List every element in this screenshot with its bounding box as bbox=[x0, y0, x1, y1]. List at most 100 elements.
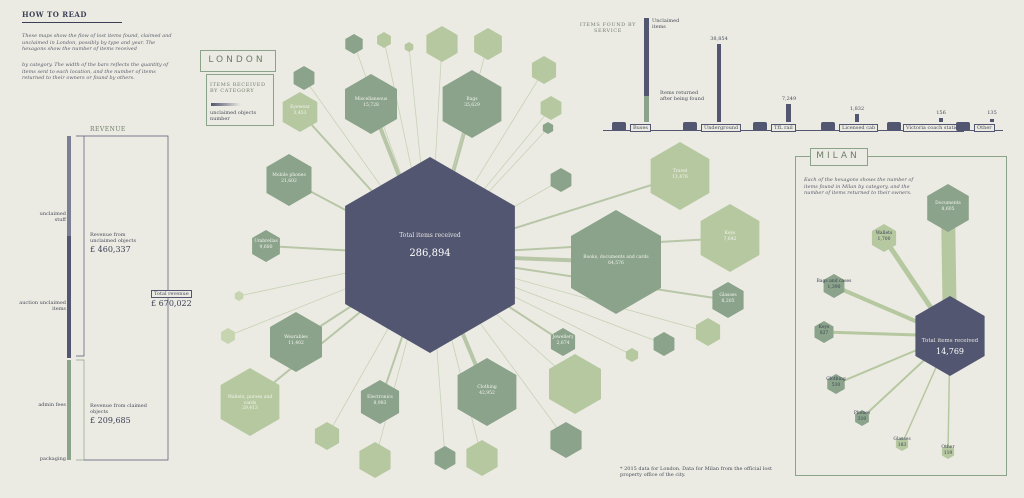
london-category-7-value: 9,680 bbox=[259, 244, 273, 250]
legend-gradient bbox=[211, 103, 241, 106]
london-hex-4 bbox=[457, 358, 517, 426]
london-hex-13 bbox=[712, 282, 744, 318]
london-category-2-name: Mobile phones bbox=[272, 173, 306, 178]
london-hex-1 bbox=[442, 70, 502, 138]
milan-hex-3 bbox=[814, 321, 834, 343]
milan-category-0-label: Documents 8,605 bbox=[930, 201, 966, 212]
milan-title-box bbox=[810, 148, 868, 166]
revenue-bar-claimed bbox=[67, 360, 71, 460]
london-hex-7 bbox=[252, 230, 280, 262]
london-center-hex bbox=[345, 157, 515, 353]
london-title-box bbox=[200, 50, 276, 72]
milan-category-1-name: Wallets bbox=[875, 231, 893, 236]
revenue-unclaimed-value: £ 460,337 bbox=[90, 245, 131, 254]
milan-category-4-name: Clothing bbox=[826, 377, 846, 382]
london-category-13-name: Glasses bbox=[719, 293, 737, 298]
services-title: ITEMS FOUND BY SERVICE bbox=[579, 22, 637, 34]
milan-panel bbox=[795, 156, 1007, 476]
london-hex-3 bbox=[571, 210, 661, 314]
london-category-3-label: Books, documents and cards 64,576 bbox=[580, 255, 653, 266]
service-0-label: Buses bbox=[630, 124, 651, 132]
london-hex-0 bbox=[345, 74, 397, 134]
london-small-hex-14 bbox=[314, 422, 340, 450]
london-hexes bbox=[220, 26, 760, 478]
london-title: LONDON bbox=[208, 55, 266, 65]
milan-category-2-label: Bags and cases 1,390 bbox=[816, 279, 852, 290]
london-small-hex-1 bbox=[377, 32, 391, 48]
london-hex-2 bbox=[266, 154, 312, 206]
london-category-13-value: 8,205 bbox=[721, 298, 735, 304]
footer-note: * 2015 data for London. Data for Milan f… bbox=[620, 466, 772, 478]
london-category-5-value: 11,402 bbox=[288, 340, 304, 346]
milan-category-7-label: Other 119 bbox=[930, 445, 966, 456]
buses-bar-returned bbox=[644, 96, 649, 122]
london-hex-12 bbox=[282, 92, 318, 132]
milan-hex-6 bbox=[895, 437, 909, 451]
london-small-hex-5 bbox=[531, 56, 557, 84]
london-legend-box bbox=[206, 74, 274, 126]
tfl-rail-bar bbox=[786, 104, 791, 122]
london-category-0-label: Miscellaneous 15,728 bbox=[350, 97, 392, 108]
milan-center-label: Total items received bbox=[921, 338, 979, 344]
milan-description: Each of the hexagons shows the number of… bbox=[804, 177, 914, 196]
other-bar bbox=[990, 119, 994, 122]
milan-category-6-name: Glasses bbox=[893, 437, 911, 442]
buses-bar-unclaimed bbox=[644, 18, 649, 96]
london-category-8-label: Electronics 8,983 bbox=[365, 395, 396, 406]
milan-category-1-label: Wallets 1,700 bbox=[866, 231, 902, 242]
revenue-total-caption: Total revenue bbox=[151, 290, 192, 298]
service-1-label: Underground bbox=[701, 124, 742, 132]
milan-category-3-name: Keys bbox=[818, 325, 830, 330]
london-category-4-name: Clothing bbox=[477, 385, 497, 390]
revenue-packaging-label: packaging bbox=[39, 456, 66, 462]
revenue-bar-unclaimed bbox=[67, 136, 71, 236]
london-category-11-value: 2,674 bbox=[556, 340, 570, 346]
milan-category-5-name: Phones bbox=[853, 411, 871, 416]
service-5-value: 135 bbox=[987, 110, 997, 116]
london-small-hex-0 bbox=[345, 34, 363, 54]
london-small-hex-18 bbox=[625, 348, 639, 362]
london-hex-6 bbox=[220, 368, 280, 436]
london-category-6-name: Wallets, purses and cards bbox=[227, 395, 273, 406]
london-category-3-name: Books, documents and cards bbox=[583, 255, 649, 260]
milan-title: MILAN bbox=[816, 151, 860, 161]
milan-category-7-value: 119 bbox=[943, 450, 953, 456]
london-category-8-name: Electronics bbox=[367, 395, 393, 400]
service-1-value: 38,854 bbox=[710, 36, 728, 42]
london-small-hex-2 bbox=[404, 42, 414, 52]
milan-hex-1 bbox=[871, 224, 897, 252]
london-small-hex-4 bbox=[474, 28, 502, 60]
london-category-9-name: Travel bbox=[672, 169, 688, 174]
services-baseline bbox=[603, 130, 1003, 131]
milan-category-6-label: Glasses 183 bbox=[884, 437, 920, 448]
how-to-read-paragraph-1: These maps show the flow of lost items f… bbox=[22, 33, 172, 52]
london-small-hex-19 bbox=[221, 328, 235, 344]
service-2-label: TfL rail bbox=[771, 124, 796, 132]
london-category-5-name: Wearables bbox=[284, 335, 308, 340]
london-small-hex-12 bbox=[434, 446, 456, 470]
milan-category-7-name: Other bbox=[941, 445, 955, 450]
revenue-admin-label: admin fees bbox=[38, 402, 66, 408]
milan-hex-0 bbox=[927, 184, 969, 232]
london-category-5-label: Wearables 11,402 bbox=[275, 335, 317, 346]
milan-category-5-label: Phones 310 bbox=[844, 411, 880, 422]
revenue-total-value: £ 670,022 bbox=[151, 299, 192, 308]
london-small-hex-16 bbox=[653, 332, 675, 356]
revenue-title: REVENUE bbox=[90, 126, 126, 133]
london-category-12-label: Eyewear 3,453 bbox=[285, 105, 315, 116]
london-category-2-label: Mobile phones 21,602 bbox=[271, 173, 307, 184]
london-category-12-name: Eyewear bbox=[290, 105, 310, 110]
coach-bar bbox=[939, 118, 943, 122]
london-category-1-name: Bags bbox=[466, 97, 478, 102]
milan-category-2-value: 1,390 bbox=[827, 284, 841, 290]
london-category-1-label: Bags 35,629 bbox=[448, 97, 496, 108]
london-category-6-value: 29,413 bbox=[242, 406, 258, 411]
london-center-value: 286,894 bbox=[409, 248, 451, 259]
london-category-9-value: 11,476 bbox=[672, 174, 688, 180]
london-small-hex-7 bbox=[542, 122, 554, 134]
london-category-4-value: 42,952 bbox=[479, 390, 495, 396]
bus-icon bbox=[612, 122, 626, 131]
milan-category-4-value: 510 bbox=[831, 382, 841, 388]
service-5-label: Other bbox=[974, 124, 995, 132]
